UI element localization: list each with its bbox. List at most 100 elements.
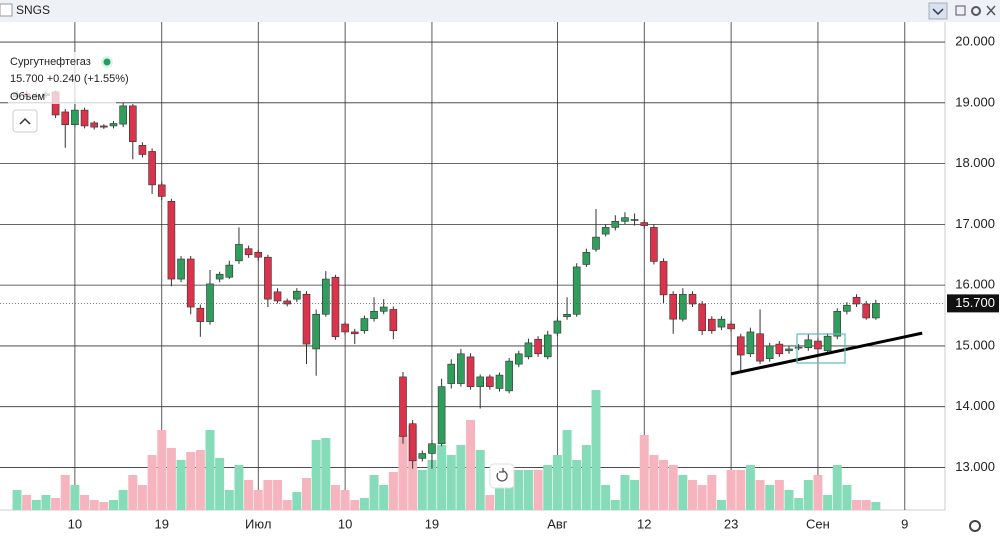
candle-body <box>601 227 610 235</box>
candle-body <box>370 310 378 319</box>
volume-bar <box>543 465 553 510</box>
candle-body <box>264 256 272 300</box>
dropdown-icon <box>932 8 944 16</box>
volume-bar <box>137 485 147 510</box>
candle-body <box>273 291 282 302</box>
volume-bar <box>417 470 427 510</box>
y-tick-label: 15.000 <box>955 337 995 352</box>
candle-body <box>862 303 871 319</box>
popout-icon[interactable] <box>955 5 966 16</box>
volume-bar <box>166 448 176 510</box>
volume-bar <box>292 492 302 510</box>
x-tick-label: 12 <box>637 516 651 531</box>
candle-body <box>640 222 649 226</box>
candle-body <box>321 278 330 315</box>
volume-bar <box>12 490 22 510</box>
volume-bar <box>359 498 369 510</box>
volume-bar <box>736 470 746 510</box>
candle-body <box>71 109 79 126</box>
volume-bar <box>639 435 649 510</box>
volume-bar <box>70 485 80 510</box>
reset-button[interactable] <box>489 463 515 489</box>
candle-body <box>254 252 263 258</box>
candle-body <box>707 318 716 332</box>
last-price-box <box>947 294 999 313</box>
collapse-button[interactable] <box>12 109 38 133</box>
volume-bar <box>668 465 678 510</box>
candle-body <box>360 318 369 332</box>
candle-body <box>659 261 668 296</box>
settings-gear[interactable] <box>969 520 981 532</box>
volume-bar <box>60 475 70 510</box>
volume-bar <box>330 485 340 510</box>
candle-body <box>572 266 581 315</box>
candle-body <box>727 323 735 330</box>
dropdown[interactable] <box>928 2 948 20</box>
volume-bar <box>523 470 533 510</box>
volume-bar <box>263 480 273 510</box>
volume-bar <box>861 500 871 510</box>
volume-bar <box>794 498 804 510</box>
volume-bar <box>446 455 456 510</box>
y-tick-label: 20.000 <box>955 33 995 48</box>
candle-body <box>814 340 822 350</box>
volume-bar <box>562 430 572 510</box>
candle-body <box>630 219 639 221</box>
candle-body <box>486 376 494 387</box>
candle-body <box>428 443 436 454</box>
x-tick-label: 23 <box>724 516 738 531</box>
volume-bar <box>253 490 263 510</box>
candle-body <box>167 200 176 280</box>
y-tick-label: 13.000 <box>955 459 995 474</box>
candle-body <box>794 346 803 349</box>
candle-body <box>235 244 243 262</box>
volume-bar <box>688 480 697 510</box>
volume-bar <box>774 480 784 510</box>
volume-bar <box>195 450 205 510</box>
candle-body <box>399 376 407 437</box>
candle-body <box>215 273 224 280</box>
candle-body <box>746 331 755 355</box>
candle-body <box>563 314 571 318</box>
candle-body <box>592 236 600 250</box>
candle-body <box>823 335 832 352</box>
volume-bar <box>678 475 688 510</box>
volume-bar <box>813 475 823 510</box>
volume-bar <box>504 480 514 510</box>
volume-bar <box>832 465 842 510</box>
candle-body <box>785 348 793 352</box>
settings-icon[interactable] <box>971 6 981 16</box>
candle-body <box>129 105 137 143</box>
y-tick-label: 18.000 <box>955 155 995 170</box>
candle-body <box>437 386 446 445</box>
candle-body <box>148 151 156 186</box>
candle-body <box>524 342 533 358</box>
volume-bar <box>157 430 167 510</box>
symbol-checkbox[interactable] <box>0 3 13 17</box>
candle-body <box>196 307 205 322</box>
volume-bar <box>282 500 292 510</box>
volume-bar <box>784 490 794 510</box>
volume-bar <box>823 495 833 510</box>
volume-bar <box>186 452 196 510</box>
close-icon[interactable] <box>986 5 996 16</box>
candle-body <box>534 338 542 355</box>
candle-body <box>418 453 427 459</box>
symbol: SNGS <box>16 3 50 17</box>
collapse-icon <box>19 117 31 125</box>
reset-icon <box>496 468 508 482</box>
volume-bar <box>350 500 360 510</box>
volume-bar <box>321 438 331 510</box>
candle-body <box>505 360 513 392</box>
candle-body <box>775 343 784 355</box>
volume-bar <box>620 475 630 510</box>
candle-body <box>312 314 320 350</box>
volume-bar <box>630 480 640 510</box>
volume-bar <box>176 460 186 510</box>
instrument-name: Сургутнефтегаз <box>10 56 91 68</box>
volume-bar <box>224 490 234 510</box>
volume-bar <box>128 475 138 510</box>
candle-body <box>283 300 292 305</box>
candle-body <box>457 353 465 384</box>
x-tick-label: 19 <box>155 516 169 531</box>
